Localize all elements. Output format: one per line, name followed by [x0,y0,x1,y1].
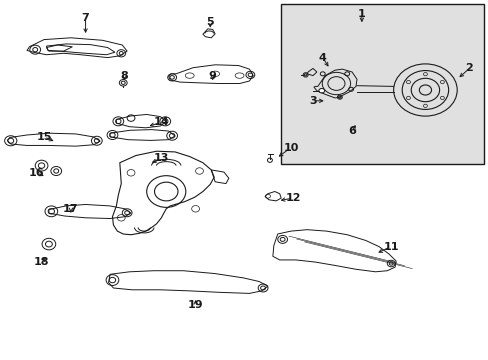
Text: 4: 4 [318,53,326,63]
Text: 6: 6 [347,126,355,136]
Text: 2: 2 [465,63,472,73]
Text: 19: 19 [187,300,203,310]
Ellipse shape [318,89,324,93]
FancyBboxPatch shape [281,4,483,164]
Text: 14: 14 [153,117,169,127]
Text: 11: 11 [383,242,398,252]
Text: 12: 12 [285,193,301,203]
Text: 3: 3 [308,96,316,106]
Text: 5: 5 [206,17,214,27]
Text: 17: 17 [63,204,79,214]
Text: 10: 10 [283,143,298,153]
Text: 18: 18 [34,257,49,267]
Polygon shape [46,44,115,55]
Text: 7: 7 [81,13,89,23]
Text: 16: 16 [29,168,44,178]
Text: 13: 13 [153,153,169,163]
Text: 1: 1 [357,9,365,19]
Text: 15: 15 [36,132,52,142]
Text: 9: 9 [208,71,216,81]
Text: 8: 8 [121,71,128,81]
